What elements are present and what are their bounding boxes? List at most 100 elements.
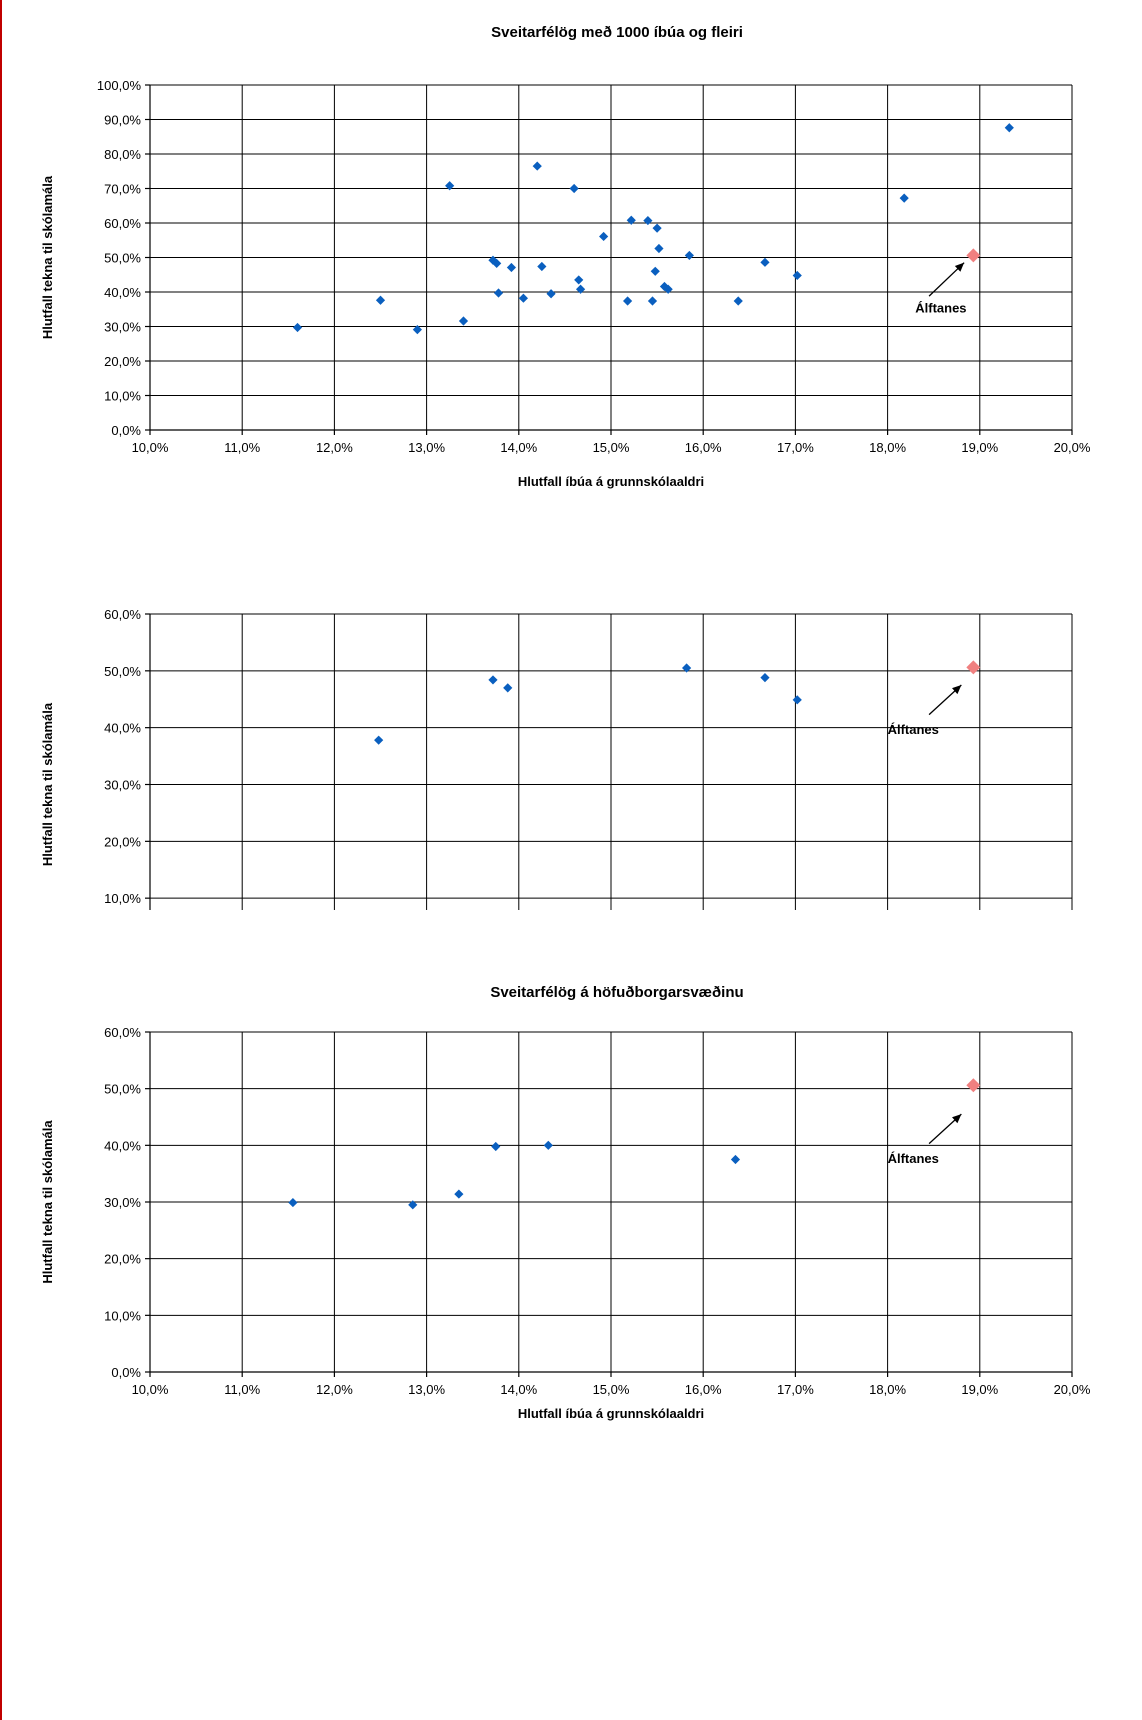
y-tick-label: 20,0% (104, 1252, 141, 1267)
x-tick-label: 10,0% (132, 440, 169, 455)
y-tick-label: 0,0% (111, 1365, 141, 1380)
data-point (445, 181, 455, 191)
x-tick-label: 13,0% (408, 440, 445, 455)
data-point (518, 293, 529, 303)
y-axis-label: Hlutfall tekna til skólamála (40, 702, 55, 866)
data-point (682, 663, 692, 673)
x-tick-label: 20,0% (1054, 440, 1091, 455)
data-point (458, 316, 469, 326)
data-point (622, 296, 633, 306)
data-point (575, 284, 586, 294)
y-tick-label: 60,0% (104, 216, 141, 231)
x-tick-label: 11,0% (224, 440, 260, 455)
x-tick-label: 17,0% (777, 1382, 814, 1397)
y-tick-label: 30,0% (104, 320, 141, 335)
data-point (412, 325, 422, 335)
y-tick-label: 20,0% (104, 834, 141, 849)
data-point (1004, 123, 1014, 133)
annotation-label: Álftanes (888, 722, 939, 737)
data-point (493, 288, 504, 298)
data-point (652, 223, 662, 233)
y-tick-label: 0,0% (111, 423, 141, 438)
data-point (537, 261, 547, 272)
x-tick-label: 11,0% (224, 1382, 260, 1397)
data-point (733, 296, 743, 306)
x-tick-label: 18,0% (869, 1382, 906, 1397)
annotation-arrowhead (954, 262, 965, 272)
y-tick-label: 30,0% (104, 778, 141, 793)
x-tick-label: 12,0% (316, 440, 353, 455)
y-tick-label: 70,0% (104, 182, 141, 197)
data-point (643, 215, 653, 226)
data-point (792, 270, 802, 281)
x-tick-label: 12,0% (316, 1382, 353, 1397)
y-tick-label: 10,0% (104, 1308, 141, 1323)
y-tick-label: 80,0% (104, 147, 141, 162)
y-tick-label: 20,0% (104, 354, 141, 369)
x-tick-label: 19,0% (961, 1382, 998, 1397)
highlight-point-alftanes (966, 660, 981, 675)
x-tick-label: 16,0% (685, 1382, 722, 1397)
data-point (492, 258, 502, 268)
x-tick-label: 10,0% (132, 1382, 169, 1397)
x-axis-label: Hlutfall íbúa á grunnskólaaldri (518, 474, 704, 489)
data-point (626, 215, 636, 225)
data-point (899, 193, 909, 203)
data-point (574, 275, 584, 285)
data-point (647, 296, 658, 306)
data-point (569, 183, 579, 194)
x-tick-label: 19,0% (961, 440, 998, 455)
y-axis-label: Hlutfall tekna til skólamála (40, 1120, 55, 1284)
x-tick-label: 13,0% (408, 1382, 445, 1397)
y-tick-label: 40,0% (104, 285, 141, 300)
data-point (684, 250, 694, 261)
data-point (599, 231, 609, 242)
data-point (292, 322, 303, 333)
y-tick-label: 50,0% (104, 664, 141, 679)
chart-1000-plus: Sveitarfélög með 1000 íbúa og fleiri 0,0%… (40, 24, 1091, 489)
y-tick-label: 60,0% (104, 607, 141, 622)
y-tick-label: 10,0% (104, 389, 141, 404)
data-point (503, 683, 513, 693)
data-point (650, 266, 660, 276)
chart-title: Sveitarfélög með 1000 íbúa og fleiri (491, 24, 743, 41)
data-point (663, 284, 673, 294)
y-tick-label: 60,0% (104, 1025, 141, 1040)
data-point (543, 1140, 553, 1150)
data-point (654, 243, 664, 254)
y-tick-label: 50,0% (104, 251, 141, 266)
data-point (374, 735, 384, 745)
y-tick-label: 30,0% (104, 1195, 141, 1210)
y-tick-label: 40,0% (104, 721, 141, 736)
highlight-point-alftanes (966, 248, 981, 263)
x-tick-label: 16,0% (685, 440, 722, 455)
data-point (532, 161, 542, 171)
data-point (491, 1141, 501, 1152)
page-border (0, 0, 2, 1720)
data-point (375, 295, 386, 305)
x-tick-label: 14,0% (500, 1382, 537, 1397)
data-point (488, 675, 498, 685)
x-axis-label: Hlutfall íbúa á grunnskólaaldri (518, 1406, 704, 1421)
data-point (546, 289, 556, 299)
data-point (408, 1200, 418, 1210)
chart-title: Sveitarfélög á höfuðborgarsvæðinu (490, 984, 743, 1001)
annotation-label: Álftanes (888, 1151, 939, 1166)
y-tick-label: 50,0% (104, 1082, 141, 1097)
y-tick-label: 10,0% (104, 891, 141, 906)
annotation-arrowhead (952, 685, 962, 695)
annotation-label: Álftanes (915, 301, 966, 316)
data-point (454, 1189, 464, 1199)
data-point (760, 257, 770, 267)
data-point (760, 673, 770, 683)
data-point (506, 262, 517, 273)
x-tick-label: 14,0% (500, 440, 537, 455)
x-tick-label: 20,0% (1054, 1382, 1091, 1397)
data-point (730, 1154, 741, 1165)
y-tick-label: 90,0% (104, 113, 141, 128)
y-tick-label: 40,0% (104, 1138, 141, 1153)
y-axis-label: Hlutfall tekna til skólamála (40, 175, 55, 339)
data-point (792, 695, 802, 705)
x-tick-label: 15,0% (593, 1382, 630, 1397)
x-tick-label: 17,0% (777, 440, 814, 455)
